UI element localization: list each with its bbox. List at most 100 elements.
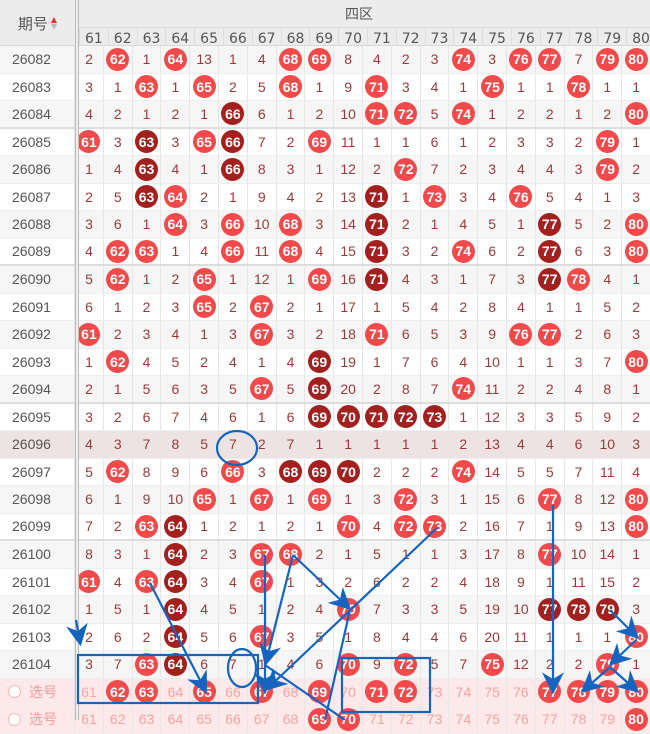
cell: 76 xyxy=(506,46,535,73)
cell: 17 xyxy=(477,541,506,568)
cell[interactable]: 74 xyxy=(448,706,477,733)
table-row[interactable]: 26091 6 1 2 3 65 2 67 2 1 17 1 5 4 2 8 4 1 1 5 2 xyxy=(0,293,650,321)
cell: 3 xyxy=(131,321,161,348)
cell[interactable]: 76 xyxy=(506,706,535,733)
cell[interactable]: 78 xyxy=(563,678,593,705)
table-row[interactable]: 26096 4 3 7 8 5 7 2 7 1 1 1 1 1 2 13 4 4 6 10 3 xyxy=(0,431,650,459)
table-row[interactable]: 26101 61 4 63 64 3 4 67 1 3 2 6 2 2 4 18 9 1 11 15 2 xyxy=(0,568,650,596)
cell[interactable]: 71 xyxy=(362,706,391,733)
sort-icon[interactable]: ▲ ▼ xyxy=(50,15,58,31)
hit-ball: 77 xyxy=(538,487,562,511)
cell: 77 xyxy=(534,486,564,513)
table-row[interactable]: 26093 1 62 4 5 2 4 1 4 69 19 1 7 6 4 10 1 1 3 7 80 xyxy=(0,348,650,376)
cell[interactable]: 75 xyxy=(477,678,506,705)
cell[interactable]: 78 xyxy=(563,706,593,733)
cell[interactable]: 80 xyxy=(621,678,650,705)
table-row[interactable]: 26094 2 1 5 6 3 5 67 5 69 20 2 8 7 74 11 2 2 4 8 1 xyxy=(0,376,650,404)
table-row[interactable]: 26098 6 1 9 10 65 1 67 1 69 1 3 72 3 1 15 6 77 8 12 80 xyxy=(0,486,650,514)
cell: 1 xyxy=(621,73,650,100)
table-row[interactable]: 26090 5 62 1 2 65 1 12 1 69 16 71 4 3 1 7 3 77 78 4 1 xyxy=(0,266,650,294)
pick-row[interactable]: 选号 61 62 63 64 65 66 67 68 69 70 71 72 73 74 75 76 77 78 79… xyxy=(0,678,650,706)
pick-label-text: 选号 xyxy=(29,683,57,700)
cell[interactable]: 72 xyxy=(390,706,420,733)
cell: 77 xyxy=(534,46,564,73)
cell[interactable]: 69 xyxy=(304,706,333,733)
cell: 2 xyxy=(102,321,132,348)
table-row[interactable]: 26089 4 62 63 1 4 66 11 68 4 15 71 3 2 74 6 2 77 6 3 80 xyxy=(0,238,650,266)
hit-ball: 67 xyxy=(250,625,274,649)
cell[interactable]: 77 xyxy=(534,678,564,705)
cell[interactable]: 75 xyxy=(477,706,506,733)
cell[interactable]: 74 xyxy=(448,678,477,705)
cell: 80 xyxy=(621,238,650,264)
table-row[interactable]: 26085 61 3 63 3 65 66 7 2 69 11 1 1 6 1 2 3 3 2 79 1 xyxy=(0,128,650,156)
cell: 1 xyxy=(362,128,391,155)
cell[interactable]: 63 xyxy=(131,706,161,733)
table-row[interactable]: 26082 2 62 1 64 13 1 4 68 69 8 4 2 3 74 3 76 77 7 79 80 xyxy=(0,46,650,74)
table-row[interactable]: 26102 1 5 1 64 4 5 1 2 4 70 7 3 3 5 19 10 77 78 79 3 xyxy=(0,596,650,624)
cell[interactable]: 73 xyxy=(419,706,449,733)
cell[interactable]: 73 xyxy=(419,678,449,705)
cell[interactable]: 65 xyxy=(189,706,218,733)
cell[interactable]: 64 xyxy=(160,706,189,733)
column-header-80: 80 xyxy=(626,28,650,47)
cell[interactable]: 66 xyxy=(218,678,247,705)
cell[interactable]: 62 xyxy=(102,678,132,705)
cell: 5 xyxy=(275,376,305,402)
cell: 76 xyxy=(506,321,535,348)
table-row[interactable]: 26092 61 2 3 4 1 3 67 3 2 18 71 6 5 3 9 76 77 2 6 3 xyxy=(0,321,650,349)
radio-icon[interactable] xyxy=(8,712,21,726)
cell[interactable]: 69 xyxy=(304,678,333,705)
cell[interactable]: 67 xyxy=(246,678,276,705)
pick-label[interactable]: 选号 xyxy=(0,682,74,702)
cell[interactable]: 76 xyxy=(506,678,535,705)
cell[interactable]: 66 xyxy=(218,706,247,733)
table-row[interactable]: 26087 2 5 63 64 2 1 9 4 2 13 71 1 73 3 4 76 5 4 1 3 xyxy=(0,183,650,211)
cell[interactable]: 71 xyxy=(362,678,391,705)
cell: 5 xyxy=(102,596,132,623)
hit-ball: 70 xyxy=(336,597,360,621)
radio-icon[interactable] xyxy=(8,685,21,699)
table-row[interactable]: 26099 7 2 63 64 1 2 1 2 1 70 4 72 73 2 16 7 1 9 13 80 xyxy=(0,513,650,541)
table-row[interactable]: 26104 3 7 63 64 6 7 1 4 6 70 9 72 5 7 75 12 2 2 79 1 xyxy=(0,651,650,679)
table-row[interactable]: 26095 3 2 6 7 4 6 1 6 69 70 71 72 73 1 12 3 3 5 9 2 xyxy=(0,403,650,431)
cell: 8 xyxy=(74,541,103,568)
cell[interactable]: 70 xyxy=(333,678,362,705)
cell: 1 xyxy=(102,293,132,320)
cell: 70 xyxy=(333,458,362,485)
cell: 5 xyxy=(102,183,132,210)
pick-label[interactable]: 选号 xyxy=(0,709,74,729)
table-row[interactable]: 26086 1 4 63 4 1 66 8 3 1 12 2 72 7 2 3 4 4 3 79 2 xyxy=(0,156,650,184)
cell[interactable]: 68 xyxy=(275,678,305,705)
cell[interactable]: 70 xyxy=(333,706,362,733)
hit-ball: 80 xyxy=(624,487,648,511)
cell[interactable]: 79 xyxy=(592,678,621,705)
table-row[interactable]: 26084 4 2 1 2 1 66 6 1 2 10 71 72 5 74 1 2 2 1 2 80 xyxy=(0,101,650,129)
cell[interactable]: 64 xyxy=(160,678,189,705)
table-row[interactable]: 26100 8 3 1 64 2 3 67 68 2 1 5 1 1 3 17 8 77 10 14 1 xyxy=(0,541,650,569)
table-row[interactable]: 26088 3 6 1 64 3 66 10 68 3 14 71 2 1 4 5 1 77 5 2 80 xyxy=(0,211,650,239)
cell: 71 xyxy=(362,73,391,100)
table-row[interactable]: 26103 2 6 2 64 5 6 67 3 5 1 8 4 4 6 20 11 1 1 1 80 xyxy=(0,623,650,651)
cell: 9 xyxy=(592,403,621,430)
cell: 4 xyxy=(160,321,189,348)
cell[interactable]: 79 xyxy=(592,706,621,733)
cell: 72 xyxy=(390,651,420,678)
cell[interactable]: 68 xyxy=(275,706,305,733)
cell[interactable]: 72 xyxy=(390,678,420,705)
cell[interactable]: 77 xyxy=(534,706,564,733)
table-row[interactable]: 26083 3 1 63 1 65 2 5 68 1 9 71 3 4 1 75 1 1 78 1 1 xyxy=(0,73,650,101)
cell: 1 xyxy=(477,101,506,127)
period-column-header[interactable]: 期号 ▲ ▼ xyxy=(17,14,58,33)
cell[interactable]: 67 xyxy=(246,706,276,733)
table-row[interactable]: 26097 5 62 8 9 6 66 3 68 69 70 2 2 2 74 14 5 5 7 11 4 xyxy=(0,458,650,486)
hit-ball: 68 xyxy=(279,239,303,263)
cell[interactable]: 65 xyxy=(189,678,218,705)
cell: 4 xyxy=(362,46,391,73)
repeat-hit-ball: 77 xyxy=(538,212,562,236)
hit-ball: 80 xyxy=(624,707,648,731)
cell: 4 xyxy=(362,513,391,539)
cell[interactable]: 63 xyxy=(131,678,161,705)
cell[interactable]: 80 xyxy=(621,706,650,733)
cell[interactable]: 62 xyxy=(102,706,132,733)
